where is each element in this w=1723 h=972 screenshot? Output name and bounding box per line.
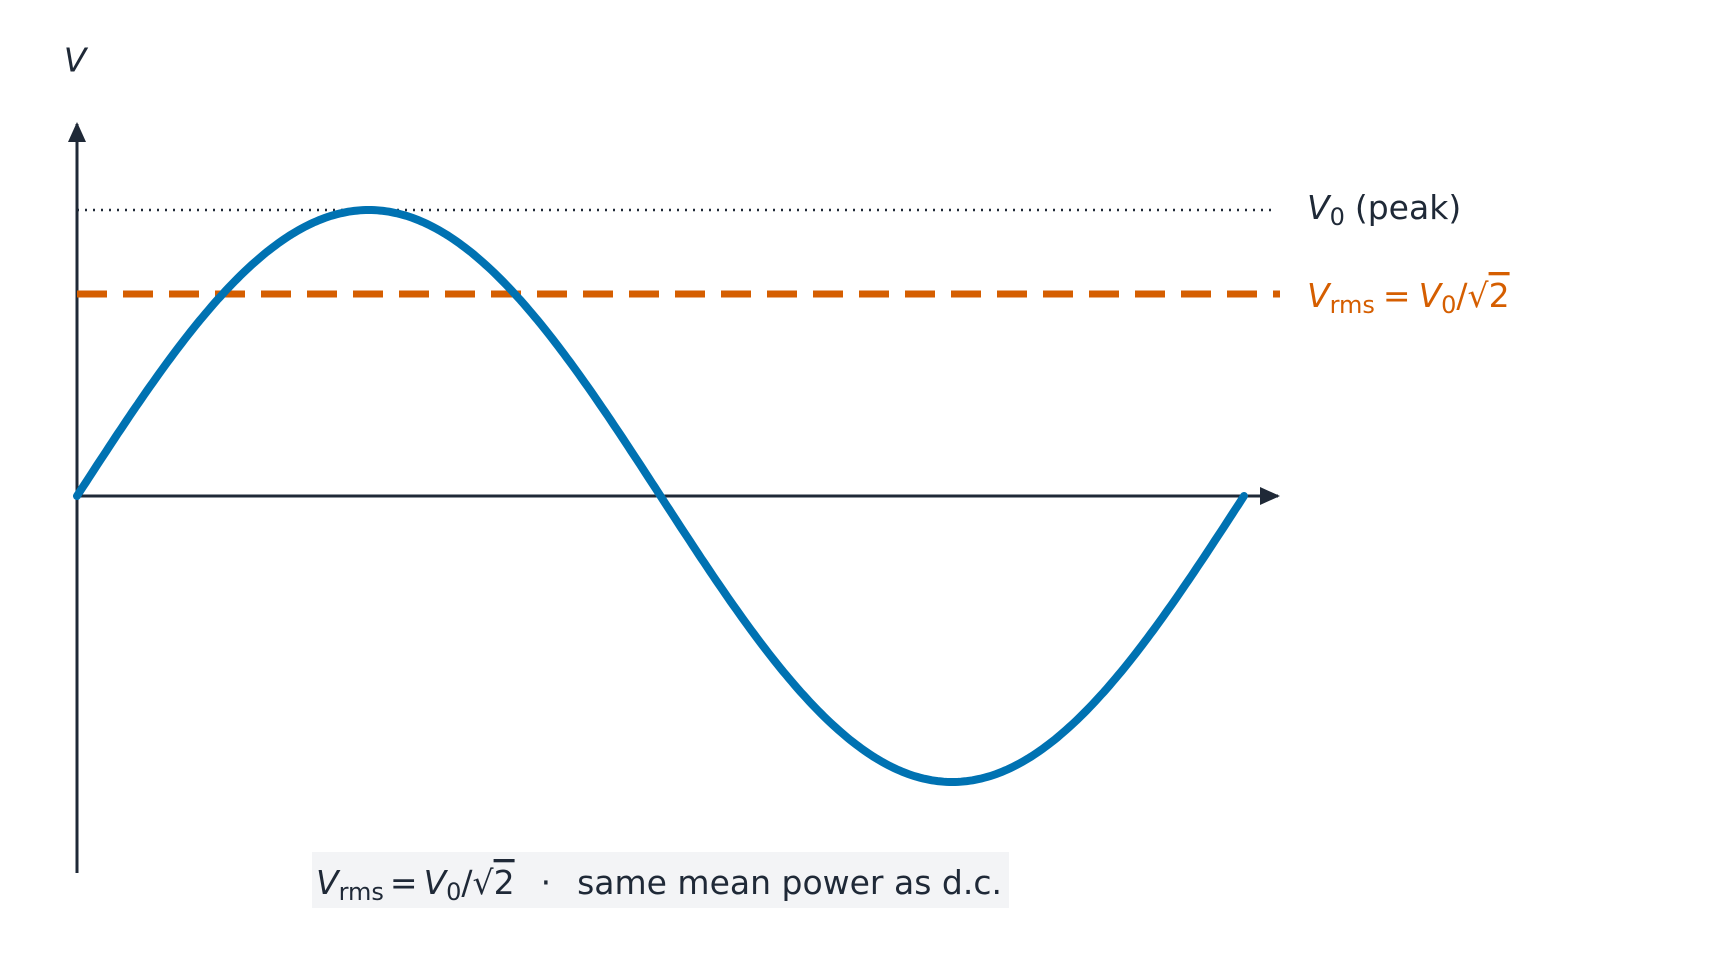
caption: Vrms = V0/√2 · same mean power as d.c. [316, 863, 1002, 907]
separator: · [541, 863, 552, 902]
caption-box [312, 852, 1009, 908]
root: √ [473, 863, 495, 902]
label-text: (peak) [1355, 188, 1461, 227]
symbol: V [1307, 276, 1332, 315]
symbol: V [316, 863, 341, 902]
slash: / [1456, 276, 1468, 315]
subscript: 0 [1330, 203, 1345, 231]
rhs-subscript: 0 [446, 878, 461, 906]
radicand: 2 [494, 863, 515, 902]
peak-label: V0 (peak) [1307, 188, 1461, 232]
subscript: rms [1330, 291, 1375, 319]
caption-text: same mean power as d.c. [577, 863, 1002, 902]
equals: = [390, 863, 418, 902]
axis-label: V [64, 41, 89, 80]
rhs-symbol: V [1419, 276, 1444, 315]
radicand: 2 [1489, 276, 1510, 315]
rhs-subscript: 0 [1441, 291, 1456, 319]
sine-wave [73, 206, 1248, 786]
slash: / [461, 863, 473, 902]
rhs-symbol: V [424, 863, 449, 902]
symbol: V [1307, 188, 1332, 227]
subscript: rms [339, 878, 384, 906]
equals: = [1383, 276, 1411, 315]
root: √ [1468, 276, 1490, 315]
rms-label: Vrms = V0/√2 [1307, 276, 1510, 320]
